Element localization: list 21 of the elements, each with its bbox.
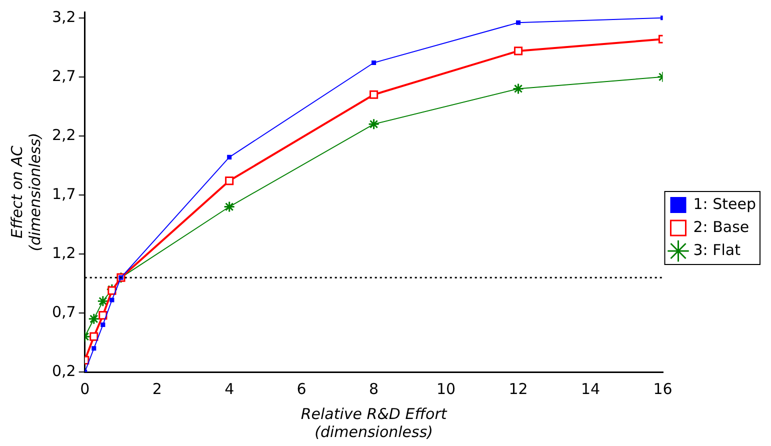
x-tick-label: 6 xyxy=(296,380,306,398)
y-tick-label: 0,2 xyxy=(52,362,76,380)
y-tick-label: 0,7 xyxy=(52,302,76,321)
x-tick-label: 10 xyxy=(436,380,456,398)
legend-label: 1: Steep xyxy=(693,194,756,213)
x-axis-title: Relative R&D Effort (dimensionless) xyxy=(300,404,448,441)
x-tick-label: 2 xyxy=(152,380,162,398)
x-tick-label: 4 xyxy=(224,380,234,398)
x-tick-label: 0 xyxy=(80,380,90,398)
x-tick-label: 14 xyxy=(580,380,600,398)
x-tick-label: 16 xyxy=(653,380,672,398)
y-tick-label: 1,2 xyxy=(52,244,76,262)
y-tick-label: 3,2 xyxy=(52,8,76,26)
legend-label: 2: Base xyxy=(693,218,750,236)
x-tick-label: 12 xyxy=(508,380,528,398)
y-axis-title: Effect on AC (dimensionless) xyxy=(8,132,44,252)
legend-label: 3: Flat xyxy=(693,240,741,259)
y-tick-label: 2,7 xyxy=(52,66,76,85)
y-tick-label: 1,7 xyxy=(52,184,76,203)
y-tick-label: 2,2 xyxy=(52,126,76,144)
x-tick-label: 8 xyxy=(369,380,379,398)
